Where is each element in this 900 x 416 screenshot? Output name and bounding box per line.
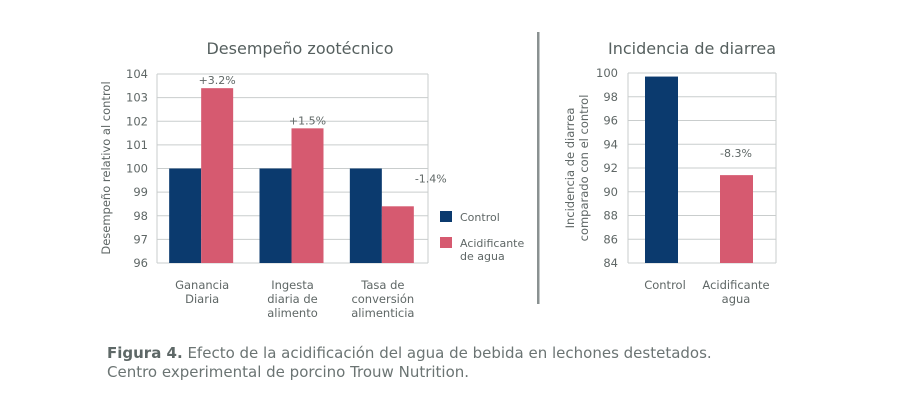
- bar-acidifier: [720, 175, 753, 263]
- y-tick-label: 88: [603, 209, 618, 223]
- bar-control: [349, 168, 382, 263]
- data-label: +3.2%: [199, 74, 236, 87]
- y-axis-label-diarrhea: comparado con el control: [577, 95, 591, 242]
- bar-acidifier: [201, 88, 234, 263]
- chart-title-performance: Desempeño zootécnico: [206, 39, 393, 58]
- caption-line-1: Figura 4. Efecto de la acidificación del…: [107, 344, 712, 363]
- legend-label-acidifier: Acidificante: [460, 237, 524, 250]
- x-category-label: Diaria: [185, 292, 219, 306]
- y-tick-label: 92: [603, 161, 618, 175]
- chart-diarrhea: Incidencia de diarrea Incidencia de diar…: [563, 39, 777, 306]
- y-tick-label: 102: [126, 114, 148, 128]
- legend-label-acidifier: de agua: [460, 250, 505, 263]
- bar-acidifier: [381, 206, 414, 263]
- figure-caption: Figura 4. Efecto de la acidificación del…: [107, 344, 712, 382]
- x-category-label: agua: [722, 292, 751, 306]
- y-tick-label: 101: [126, 138, 148, 152]
- y-tick-label: 100: [126, 162, 148, 176]
- y-tick-label: 94: [603, 137, 618, 151]
- x-category-label: diaria de: [267, 292, 318, 306]
- data-label: -8.3%: [720, 147, 752, 160]
- x-category-label: alimenticia: [351, 306, 414, 320]
- chart-performance: Desempeño zootécnico Desempeño relativo …: [99, 39, 524, 320]
- y-tick-label: 86: [603, 232, 618, 246]
- y-tick-label: 97: [133, 232, 148, 246]
- y-tick-label: 96: [133, 256, 148, 270]
- x-category-label: alimento: [267, 306, 318, 320]
- panel-divider: [537, 32, 540, 304]
- y-axis-label-performance: Desempeño relativo al control: [99, 81, 113, 254]
- caption-line-2: Centro experimental de porcino Trouw Nut…: [107, 363, 470, 381]
- bar-acidifier: [291, 128, 324, 263]
- bar-control: [169, 168, 202, 263]
- bar-control: [259, 168, 292, 263]
- chart-title-diarrhea: Incidencia de diarrea: [608, 39, 776, 58]
- legend-swatch-control: [440, 211, 452, 222]
- x-category-label: Tasa de: [360, 278, 404, 292]
- y-tick-label: 104: [126, 67, 148, 81]
- x-category-label: Control: [644, 278, 686, 292]
- y-tick-label: 100: [596, 66, 618, 80]
- y-tick-label: 84: [603, 256, 618, 270]
- caption-text: Efecto de la acidificación del agua de b…: [182, 344, 712, 362]
- y-tick-label: 99: [133, 185, 148, 199]
- y-tick-label: 98: [133, 209, 148, 223]
- caption-label: Figura 4.: [107, 344, 183, 362]
- data-label: -1.4%: [415, 173, 447, 186]
- y-tick-label: 103: [126, 91, 148, 105]
- x-category-label: Acidificante: [702, 278, 769, 292]
- bar-control: [645, 76, 678, 263]
- y-axis-label-diarrhea: Incidencia de diarrea: [563, 108, 577, 229]
- y-tick-label: 98: [603, 90, 618, 104]
- x-category-label: conversión: [351, 292, 414, 306]
- data-label: +1.5%: [289, 114, 326, 127]
- x-category-label: Ingesta: [271, 278, 314, 292]
- legend-label-control: Control: [460, 211, 500, 224]
- y-tick-label: 90: [603, 185, 618, 199]
- y-tick-label: 96: [603, 114, 618, 128]
- x-category-label: Ganancia: [175, 278, 229, 292]
- legend-swatch-acidifier: [440, 237, 452, 248]
